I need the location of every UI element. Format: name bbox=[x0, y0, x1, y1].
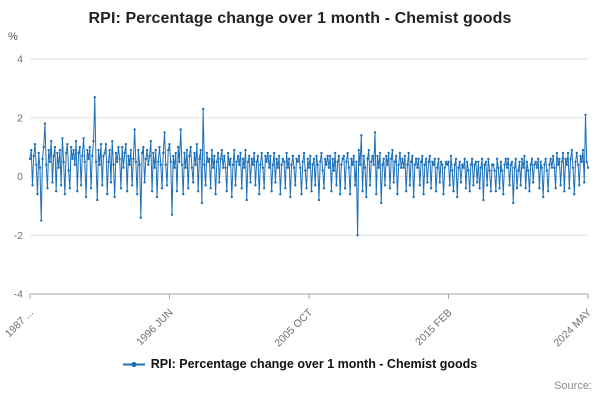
svg-text:2024 MAY: 2024 MAY bbox=[552, 307, 595, 350]
svg-text:-2: -2 bbox=[14, 230, 23, 242]
y-axis-labels: 4 2 0 -2 -4 bbox=[14, 54, 24, 301]
svg-text:0: 0 bbox=[17, 171, 23, 183]
svg-text:4: 4 bbox=[17, 54, 23, 66]
legend-marker-dot bbox=[131, 361, 137, 367]
svg-text:2015 FEB: 2015 FEB bbox=[413, 307, 455, 349]
svg-text:2: 2 bbox=[17, 112, 23, 124]
source-label: Source: bbox=[554, 380, 592, 392]
svg-text:1987 ...: 1987 ... bbox=[3, 307, 36, 340]
legend: RPI: Percentage change over 1 month - Ch… bbox=[0, 357, 600, 371]
chart-canvas: 4 2 0 -2 -4 1987 ... 1996 JUN 2005 OCT 2015 FEB 2… bbox=[3, 54, 594, 350]
y-axis-unit-label: % bbox=[8, 31, 18, 43]
chart-title: RPI: Percentage change over 1 month - Ch… bbox=[88, 10, 512, 27]
svg-text:-4: -4 bbox=[14, 289, 23, 301]
x-axis-ticks bbox=[29, 294, 589, 299]
legend-item[interactable]: RPI: Percentage change over 1 month - Ch… bbox=[122, 357, 478, 371]
svg-text:1996 JUN: 1996 JUN bbox=[134, 307, 176, 349]
data-series-markers bbox=[28, 95, 590, 237]
x-axis-labels: 1987 ... 1996 JUN 2005 OCT 2015 FEB 2024 MAY bbox=[3, 306, 594, 349]
svg-text:2005 OCT: 2005 OCT bbox=[272, 306, 315, 349]
line-marker-icon bbox=[122, 361, 145, 367]
legend-label: RPI: Percentage change over 1 month - Ch… bbox=[150, 357, 478, 371]
